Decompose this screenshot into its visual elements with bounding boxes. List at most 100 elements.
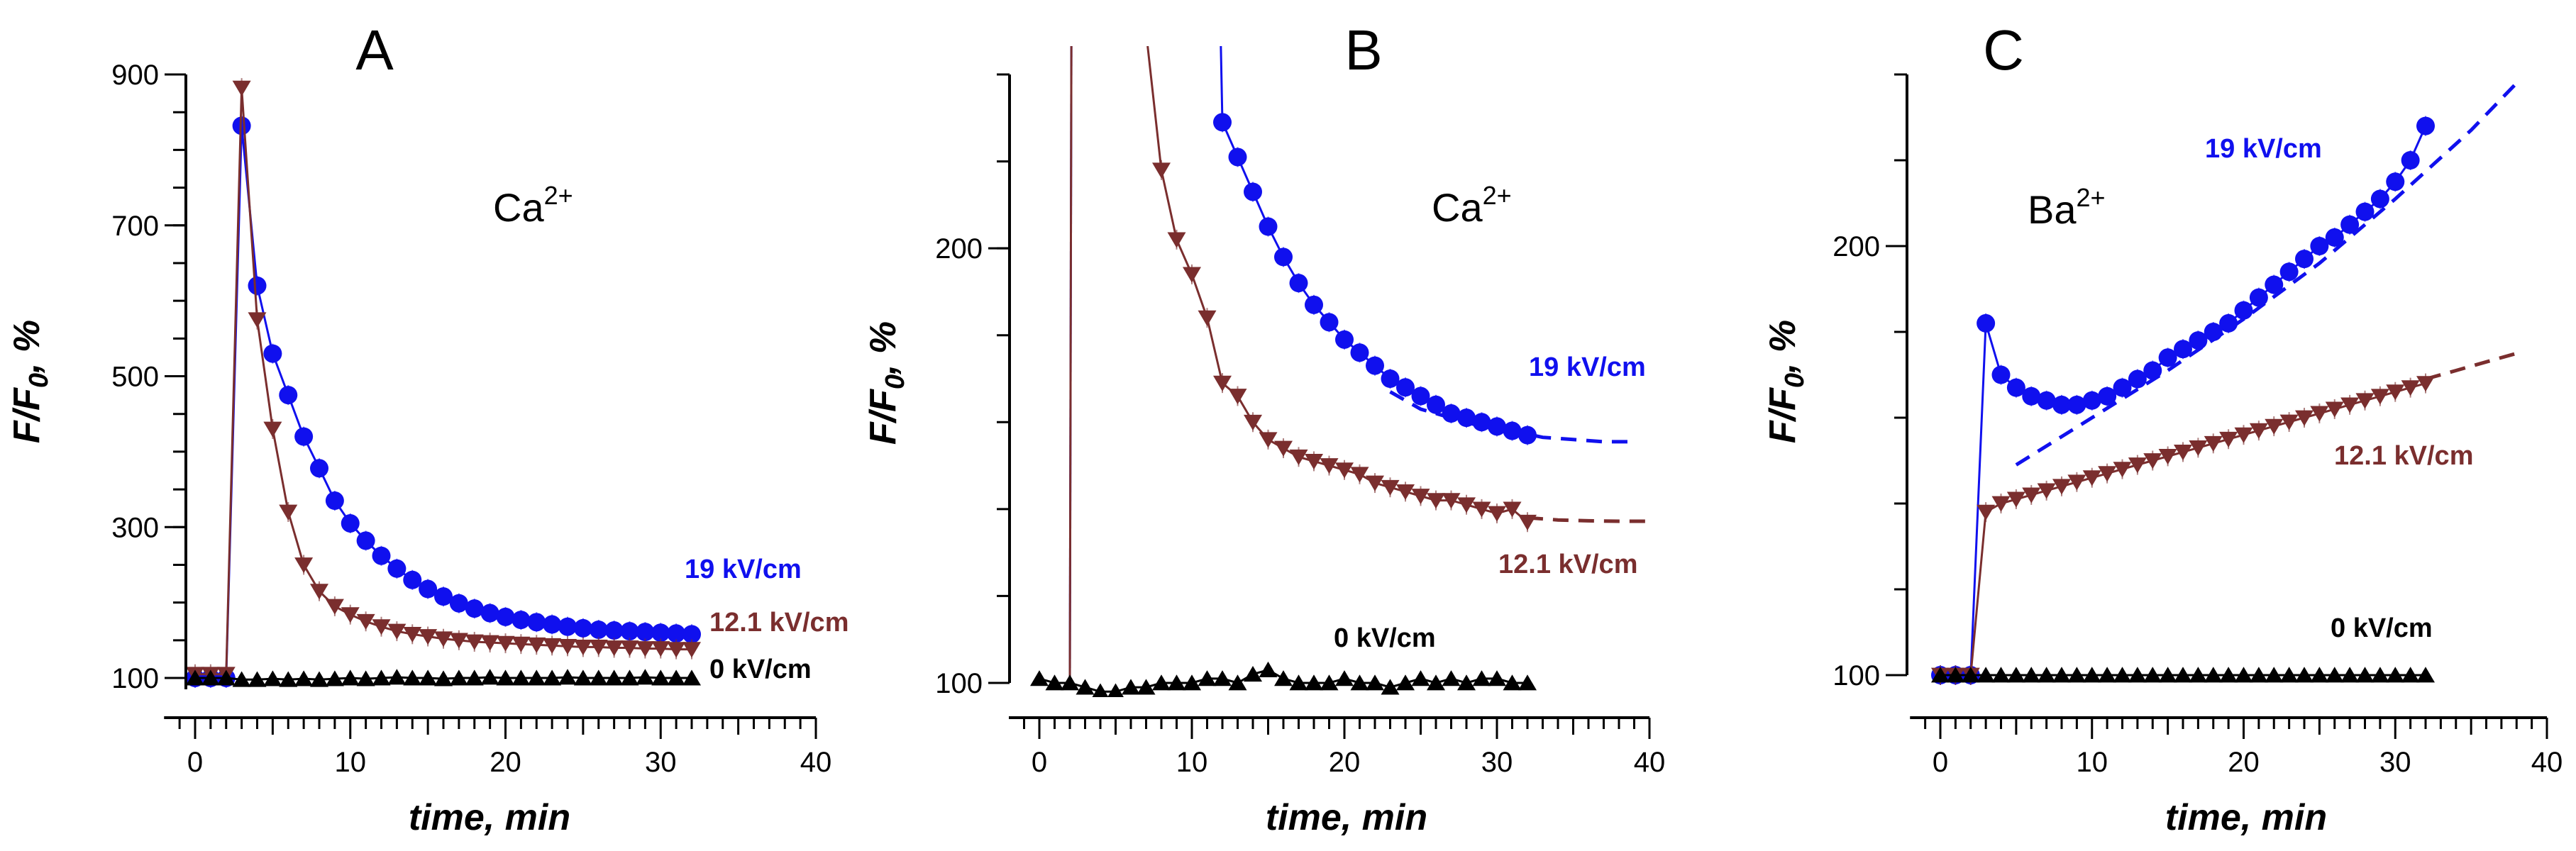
data-point [651,641,670,657]
panel-letter: C [1983,18,2024,82]
data-point [341,669,360,686]
data-point [1213,375,1232,391]
data-point [636,669,655,685]
data-point [2310,406,2329,422]
data-point [1289,674,1308,691]
data-point [2234,667,2253,683]
data-point [2295,410,2314,426]
data-point [2113,378,2132,397]
data-point [325,670,344,686]
data-point [403,570,422,589]
data-point [1931,667,1950,683]
data-point [2325,667,2344,683]
series-line [1146,46,1163,170]
y-tick-label: 100 [111,663,159,694]
data-point [1289,274,1308,293]
data-point [2128,369,2147,389]
data-point [2128,667,2147,683]
x-tick-label: 0 [1933,747,1948,778]
data-point [2234,427,2253,443]
data-point [2401,380,2420,396]
data-point [1366,674,1384,691]
data-point [2037,391,2056,410]
data-point [2022,386,2041,406]
data-point [527,637,546,653]
data-point [527,613,546,632]
data-point [1289,449,1308,466]
y-axis-title: F/F0, % [6,320,54,443]
y-tick-label: 700 [111,211,159,242]
data-point [2006,667,2025,683]
data-point [1152,162,1171,179]
data-point [2265,275,2284,294]
data-point [2143,453,2162,469]
x-tick-label: 0 [1032,747,1047,778]
data-point [1457,497,1476,513]
data-point [604,669,624,686]
series-0 [1931,82,2519,685]
data-point [419,669,438,686]
data-point [2265,418,2284,435]
data-point [1274,670,1293,686]
fit-curve [2425,351,2517,381]
data-point [1244,414,1262,430]
data-point [667,642,686,658]
data-point [2295,667,2314,683]
data-point [294,557,314,574]
series-0 [187,116,701,689]
series-label: 12.1 kV/cm [2334,441,2473,471]
data-point [636,623,655,642]
data-point [263,670,282,686]
x-tick-label: 40 [1634,747,1666,778]
data-point [2295,250,2314,269]
x-tick-label: 0 [187,747,203,778]
data-point [2416,376,2435,392]
data-point [1366,356,1384,375]
data-point [2234,301,2253,320]
data-point [1183,674,1201,691]
y-tick-label: 200 [935,233,983,265]
data-point [310,584,328,600]
data-point [387,623,407,640]
data-point [2355,202,2375,221]
data-point [1991,496,2011,512]
data-point [1122,679,1140,695]
data-point [2113,667,2132,683]
data-point [2249,423,2268,439]
series-label: 0 kV/cm [2331,613,2433,643]
data-point [2098,386,2117,406]
data-point [1305,454,1323,470]
data-point [341,607,360,623]
data-point [403,626,422,643]
data-point [2370,389,2389,405]
data-point [248,312,267,328]
series-line [1221,121,1528,437]
data-point [294,427,314,446]
y-tick-label: 100 [1833,660,1880,691]
data-point [2370,667,2389,683]
data-point [1350,343,1369,362]
data-point [2355,393,2375,409]
data-point [1274,247,1293,267]
data-point [449,633,468,649]
data-point [1396,378,1415,397]
data-point [1457,408,1476,428]
data-point [1518,514,1537,530]
ion-label: Ca2+ [1432,181,1512,230]
fit-curve [1527,516,1649,523]
series-2 [1030,661,1537,697]
data-point [356,613,375,630]
data-point [1396,674,1415,691]
data-point [2067,667,2086,683]
data-point [1381,679,1400,695]
ion-label: Ca2+ [493,181,573,230]
data-point [1244,182,1262,201]
data-point [1167,674,1186,691]
data-point [1472,670,1491,686]
ion-label: Ba2+ [2028,183,2106,232]
x-tick-label: 20 [490,747,521,778]
data-point [2249,288,2268,307]
series-label: 0 kV/cm [1334,623,1436,653]
series-label: 19 kV/cm [2205,134,2322,164]
data-point [1335,670,1354,686]
